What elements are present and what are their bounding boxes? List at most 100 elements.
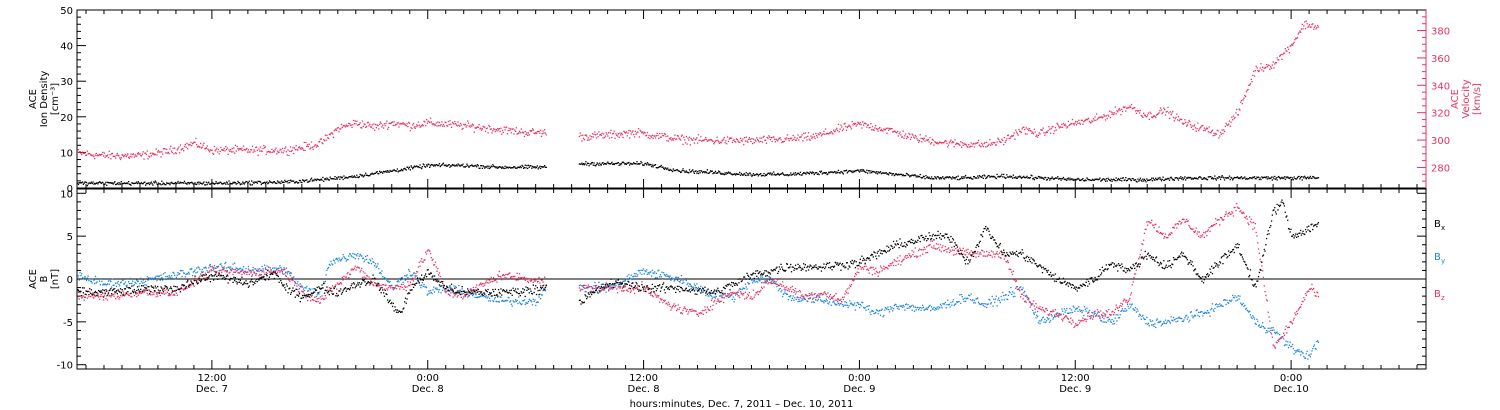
series-density-point: [614, 162, 616, 165]
series-density-point: [1221, 175, 1223, 177]
series-velocity-point: [319, 138, 322, 140]
series-velocity-point: [782, 141, 785, 143]
series-Bz-point: [97, 295, 99, 297]
series-velocity-point: [1181, 122, 1184, 125]
series-density-point: [1070, 178, 1073, 180]
series-velocity-point: [848, 124, 850, 126]
series-By-point: [416, 275, 418, 277]
x-tick-label-date: Dec. 7: [196, 384, 228, 395]
series-By-point: [972, 299, 974, 301]
series-density-point: [991, 175, 993, 178]
series-density-point: [969, 176, 972, 178]
series-By-point: [684, 278, 686, 281]
series-velocity-point: [1004, 141, 1006, 143]
series-By-point: [386, 279, 388, 281]
series-By-point: [787, 298, 789, 301]
series-velocity-point: [78, 151, 80, 153]
series-By-point: [510, 303, 513, 305]
series-density-point: [210, 182, 212, 185]
series-By-point: [698, 290, 700, 292]
series-By-point: [1011, 291, 1014, 293]
series-By-point: [855, 304, 857, 307]
series-velocity-point: [153, 152, 155, 155]
series-velocity-point: [1239, 109, 1241, 111]
series-By-point: [178, 273, 180, 275]
series-density-point: [111, 182, 114, 184]
series-density-point: [302, 179, 304, 181]
series-density-point: [731, 174, 734, 176]
series-density-point: [796, 173, 798, 175]
series-By-point: [776, 286, 778, 288]
series-density-point: [238, 182, 240, 184]
series-density-point: [200, 182, 203, 185]
series-velocity-point: [951, 142, 953, 144]
series-By-point: [1001, 299, 1003, 301]
series-velocity-point: [1228, 120, 1231, 122]
series-velocity-point: [337, 126, 339, 129]
series-density-point: [441, 164, 443, 166]
series-density-point: [356, 174, 358, 176]
series-velocity-point: [356, 120, 358, 122]
series-velocity-point: [217, 148, 220, 151]
series-density-point: [1130, 179, 1133, 182]
series-By-point: [1174, 318, 1176, 320]
series-velocity-point: [1118, 108, 1120, 110]
series-velocity-point: [218, 153, 220, 155]
series-density-point: [391, 170, 393, 172]
series-By-point: [1002, 291, 1004, 294]
series-density-point: [936, 176, 938, 178]
series-velocity-point: [828, 132, 831, 134]
series-density-point: [988, 174, 990, 177]
series-density-point: [444, 165, 446, 167]
series-By-point: [424, 286, 426, 288]
series-By-point: [927, 306, 929, 309]
series-velocity-point: [939, 141, 941, 143]
series-velocity-point: [287, 149, 289, 151]
series-velocity-point: [905, 137, 908, 140]
series-velocity-point: [718, 142, 721, 144]
series-density-point: [337, 176, 339, 178]
series-By-point: [723, 297, 725, 299]
series-velocity-point: [799, 136, 802, 138]
series-By-point: [817, 298, 819, 300]
series-velocity-point: [595, 137, 598, 139]
series-By-point: [966, 297, 968, 299]
series-velocity-point: [398, 126, 400, 128]
series-density-point: [1222, 176, 1224, 178]
series-density-point: [499, 166, 501, 168]
series-By-point: [1109, 318, 1111, 320]
y-tick-label: 0: [67, 275, 73, 286]
series-By-point: [377, 263, 379, 265]
series-velocity-point: [1214, 134, 1216, 136]
top-left-y-label: ACE Ion Density [cm⁻³]: [28, 71, 61, 128]
series-velocity-point: [173, 153, 175, 155]
series-density-point: [1048, 177, 1050, 179]
series-velocity-point: [1199, 127, 1201, 129]
series-velocity-point: [392, 124, 394, 127]
series-velocity-point: [1085, 118, 1087, 120]
series-density-point: [1283, 176, 1286, 178]
series-density-point: [276, 180, 279, 182]
series-By-point: [611, 288, 613, 290]
series-density-point: [751, 175, 753, 177]
series-velocity-point: [1015, 131, 1018, 133]
series-By-point: [1154, 323, 1156, 325]
series-velocity-point: [378, 123, 381, 125]
series-density-point: [348, 176, 350, 178]
series-velocity-point: [1213, 132, 1215, 135]
series-velocity-point: [794, 139, 797, 141]
series-By-point: [707, 295, 709, 297]
series-By-point: [273, 267, 275, 269]
series-density-point: [832, 171, 834, 174]
series-density-point: [133, 182, 135, 185]
series-density-point: [119, 182, 121, 184]
series-By-point: [453, 285, 455, 287]
series-density-point: [747, 173, 749, 175]
series-density-point: [1253, 176, 1255, 179]
series-By-point: [404, 279, 407, 281]
series-velocity-point: [789, 138, 791, 140]
series-density-point: [311, 180, 313, 182]
series-velocity-point: [467, 120, 469, 122]
series-By-point: [170, 277, 172, 279]
series-velocity-point: [508, 127, 510, 129]
